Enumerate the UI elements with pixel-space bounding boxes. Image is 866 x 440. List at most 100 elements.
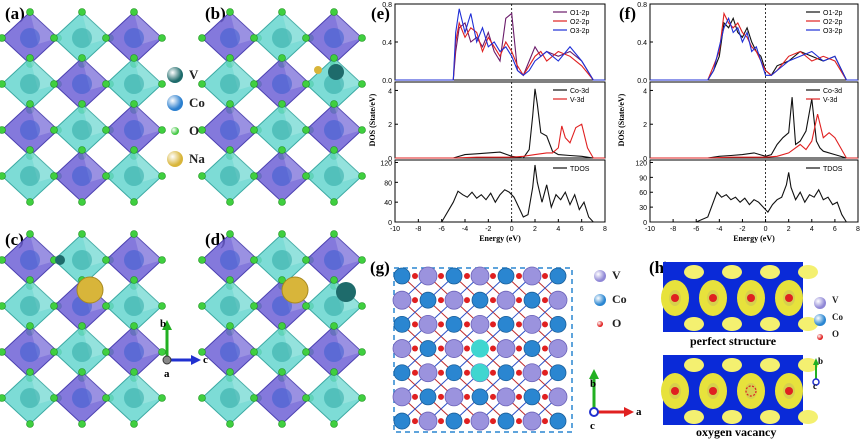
charge-lobe	[684, 358, 704, 372]
o-atom	[50, 302, 58, 310]
o-atom	[542, 418, 548, 425]
legend-atom-o	[597, 321, 603, 327]
co-atom	[445, 315, 463, 333]
o-atom	[226, 146, 234, 154]
y-tick-label: 0	[388, 156, 392, 163]
y-tick-label: 4	[643, 88, 647, 95]
o-atom	[490, 393, 496, 400]
o-atom	[250, 302, 258, 310]
charge-lobe	[722, 358, 742, 372]
co-atom	[549, 412, 567, 430]
dos-subplot-frame	[649, 3, 859, 81]
y-tick-label: 120	[380, 160, 392, 167]
v-atom	[124, 74, 144, 94]
axis-g-a: a	[636, 406, 642, 418]
charge-lobe	[684, 265, 704, 279]
axis-g-b: b	[590, 378, 597, 390]
v-dopant-atom	[336, 282, 356, 302]
panel-label-f: (f)	[619, 4, 636, 23]
v-atom	[220, 166, 240, 186]
co-atom	[72, 166, 92, 186]
charge-lobe	[798, 317, 818, 331]
o-atom	[278, 368, 286, 376]
o-atom	[358, 348, 366, 356]
o-atom	[78, 322, 86, 330]
dos-subplot-frame	[394, 159, 606, 223]
o-atom	[438, 297, 444, 304]
co-atom	[497, 412, 515, 430]
o-atom	[50, 348, 58, 356]
legend-atom-v	[594, 270, 606, 282]
o-atom	[542, 321, 548, 328]
legend-label: O2-2p	[823, 19, 843, 26]
v-atom	[272, 250, 292, 270]
co-atom	[549, 315, 567, 333]
y-axis-label: DOS (State/eV)	[368, 93, 377, 146]
structure-legend-h: V Co O	[812, 295, 862, 365]
o-atom	[358, 394, 366, 402]
axes-indicator-h	[812, 358, 820, 386]
o-atom	[278, 54, 286, 62]
o-atom	[26, 54, 34, 62]
co-atom	[272, 166, 292, 186]
o-atom	[130, 54, 138, 62]
o-atom	[330, 322, 338, 330]
x-tick-label: 0	[764, 226, 768, 233]
y-tick-label: 120	[635, 160, 647, 167]
v-atom	[324, 388, 344, 408]
o-atom	[464, 393, 470, 400]
axis-label-c: c	[203, 354, 208, 366]
o-atom	[278, 198, 286, 206]
o-atom	[102, 34, 110, 42]
charge-lobe	[760, 358, 780, 372]
v-atom	[418, 363, 438, 383]
o-atom	[0, 34, 6, 42]
o-atom	[102, 256, 110, 264]
y-tick-label: 0.0	[637, 78, 647, 85]
co-atom	[393, 315, 411, 333]
x-tick-label: 8	[856, 226, 860, 233]
o-atom	[250, 34, 258, 42]
o-atom	[412, 393, 418, 400]
v-atom	[444, 339, 464, 358]
charge-lobe	[684, 317, 704, 331]
co-atom	[324, 250, 344, 270]
o-atom	[330, 368, 338, 376]
o-atom	[102, 172, 110, 180]
o-atom	[358, 80, 366, 88]
o-atom	[542, 297, 548, 304]
crystal-structure-c	[0, 230, 166, 428]
co-atom	[124, 28, 144, 48]
co-atom	[497, 267, 515, 285]
caption-perfect-structure: perfect structure	[690, 334, 777, 348]
legend-label: V-3d	[823, 97, 838, 104]
series-line-co-3d	[650, 97, 858, 159]
legend-label-o: O	[832, 329, 840, 339]
co-atom	[393, 267, 411, 285]
o-atom	[330, 146, 338, 154]
co-atom	[497, 364, 515, 382]
o-atom	[302, 172, 310, 180]
legend-atom-na	[167, 151, 183, 167]
charge-lobe	[722, 265, 742, 279]
co-atom	[523, 291, 541, 309]
o-atom	[412, 273, 418, 279]
o-atom	[250, 348, 258, 356]
o-atom	[747, 294, 755, 302]
series-line-o2-2p	[650, 11, 858, 81]
y-tick-label: 80	[384, 180, 392, 187]
v-atom	[496, 339, 516, 358]
v-atom	[72, 28, 92, 48]
legend-label-v: V	[189, 67, 199, 82]
co-atom	[124, 342, 144, 362]
charge-density-vacancy	[661, 355, 818, 425]
co-atom	[445, 412, 463, 430]
series-line-o2-2p	[395, 21, 605, 81]
v-atom	[392, 387, 412, 407]
dos-chart-f: 0.0 0.4 0.8 O1-2p O2-2p O3-2p 0 2 4 Co-3d V-3d 0 30 6…	[617, 2, 860, 243]
o-atom	[158, 34, 166, 42]
v-atom	[392, 339, 412, 358]
o-atom	[50, 34, 58, 42]
o-atom	[198, 394, 206, 402]
structure-legend-g: V Co O	[592, 268, 642, 338]
